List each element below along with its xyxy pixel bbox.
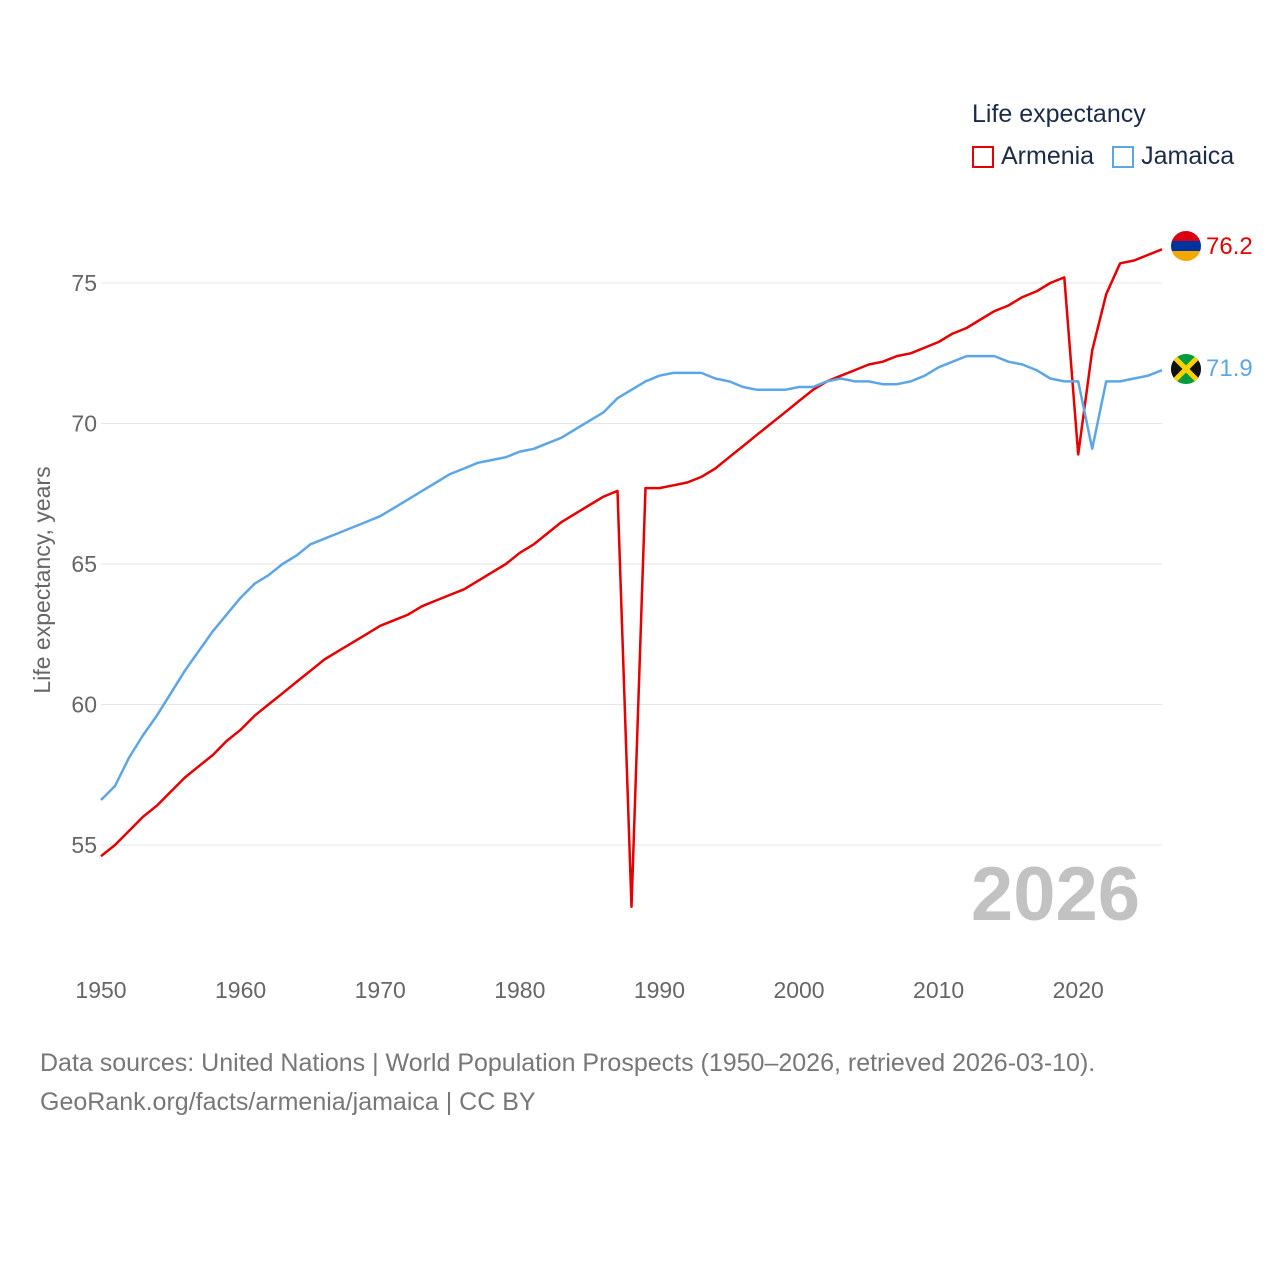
footer-link: GeoRank.org/facts/armenia/jamaica | CC B… [40,1088,536,1116]
legend-item-armenia[interactable]: Armenia [972,142,1094,171]
series-line-armenia [100,248,1163,909]
armenia-end-label: 76.2 [1206,233,1253,260]
y-tick-label-60: 60 [71,692,97,718]
year-watermark: 2026 [971,852,1140,937]
jamaica-end-label: 71.9 [1206,355,1253,382]
series-line-jamaica [100,354,1163,801]
y-axis-label: Life expectancy, years [29,466,55,693]
armenia-flag-icon [1171,231,1201,261]
legend-item-jamaica[interactable]: Jamaica [1112,142,1234,171]
x-tick-label-1950: 1950 [75,977,126,1003]
legend-swatch-jamaica [1112,145,1135,168]
x-tick-label-1960: 1960 [215,977,266,1003]
x-axis-ticks: 1950 1960 1970 1980 1990 2000 2010 2020 [75,977,1103,1003]
y-tick-label-75: 75 [71,270,97,296]
legend-swatch-armenia [972,145,994,168]
y-tick-label-65: 65 [71,551,97,577]
legend: Armenia Jamaica [972,142,1252,171]
x-tick-label-1970: 1970 [355,977,406,1003]
footer: Data sources: United Nations | World Pop… [40,1044,1095,1122]
series-lines [100,248,1163,909]
footer-sources: Data sources: United Nations | World Pop… [40,1049,1096,1077]
x-tick-label-1990: 1990 [634,977,685,1003]
x-tick-label-2010: 2010 [913,977,964,1003]
x-tick-label-2020: 2020 [1053,977,1104,1003]
legend-label-armenia: Armenia [1001,142,1095,170]
x-tick-label-2000: 2000 [773,977,824,1003]
legend-title: Life expectancy [972,100,1146,128]
jamaica-flag-icon [1171,354,1201,384]
y-tick-label-70: 70 [71,411,97,437]
x-tick-label-1980: 1980 [494,977,545,1003]
gridlines [101,282,1162,846]
legend-label-jamaica: Jamaica [1141,142,1235,170]
y-tick-label-55: 55 [71,832,97,858]
y-axis-ticks: 55 60 65 70 75 [71,270,97,858]
